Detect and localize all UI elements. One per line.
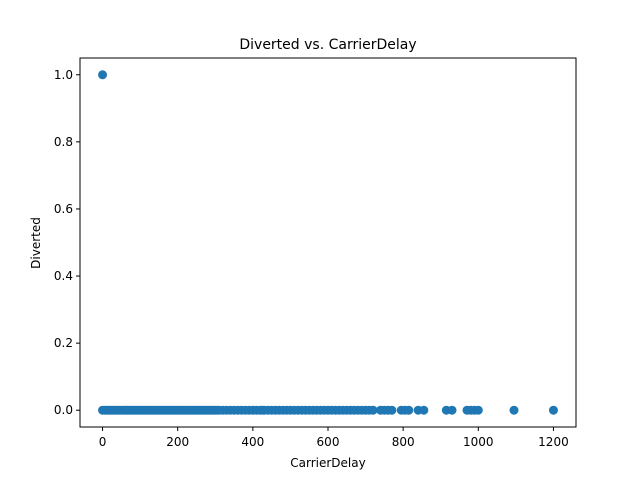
chart-title: Diverted vs. CarrierDelay xyxy=(239,37,416,53)
y-tick-label: 0.8 xyxy=(54,135,73,149)
x-tick-label: 800 xyxy=(392,435,415,449)
plot-frame xyxy=(79,57,577,428)
points-layer xyxy=(98,70,558,415)
y-tick-label: 0.4 xyxy=(54,269,73,283)
x-tick-label: 1000 xyxy=(463,435,494,449)
y-tick-label: 0.6 xyxy=(54,202,73,216)
data-point xyxy=(387,405,397,415)
data-point xyxy=(473,405,483,415)
data-point xyxy=(98,70,108,80)
data-point xyxy=(419,405,429,415)
y-tick-label: 0.0 xyxy=(54,403,73,417)
y-axis-label: Diverted xyxy=(29,217,43,269)
x-tick-label: 400 xyxy=(241,435,264,449)
data-point xyxy=(404,405,414,415)
y-tick-label: 1.0 xyxy=(54,68,73,82)
x-axis-label: CarrierDelay xyxy=(290,456,365,470)
plot-area xyxy=(80,58,576,427)
data-point xyxy=(447,405,457,415)
y-tick-label: 0.2 xyxy=(54,336,73,350)
x-axis-ticks: 0 200 400 600 800 1000 1200 xyxy=(99,427,569,449)
x-tick-label: 1200 xyxy=(538,435,569,449)
data-point xyxy=(368,405,378,415)
y-axis-ticks: 0.0 0.2 0.4 0.6 0.8 1.0 xyxy=(54,68,80,417)
x-tick-label: 200 xyxy=(166,435,189,449)
data-point xyxy=(509,405,519,415)
data-point xyxy=(548,405,558,415)
x-tick-label: 0 xyxy=(99,435,107,449)
x-tick-label: 600 xyxy=(317,435,340,449)
